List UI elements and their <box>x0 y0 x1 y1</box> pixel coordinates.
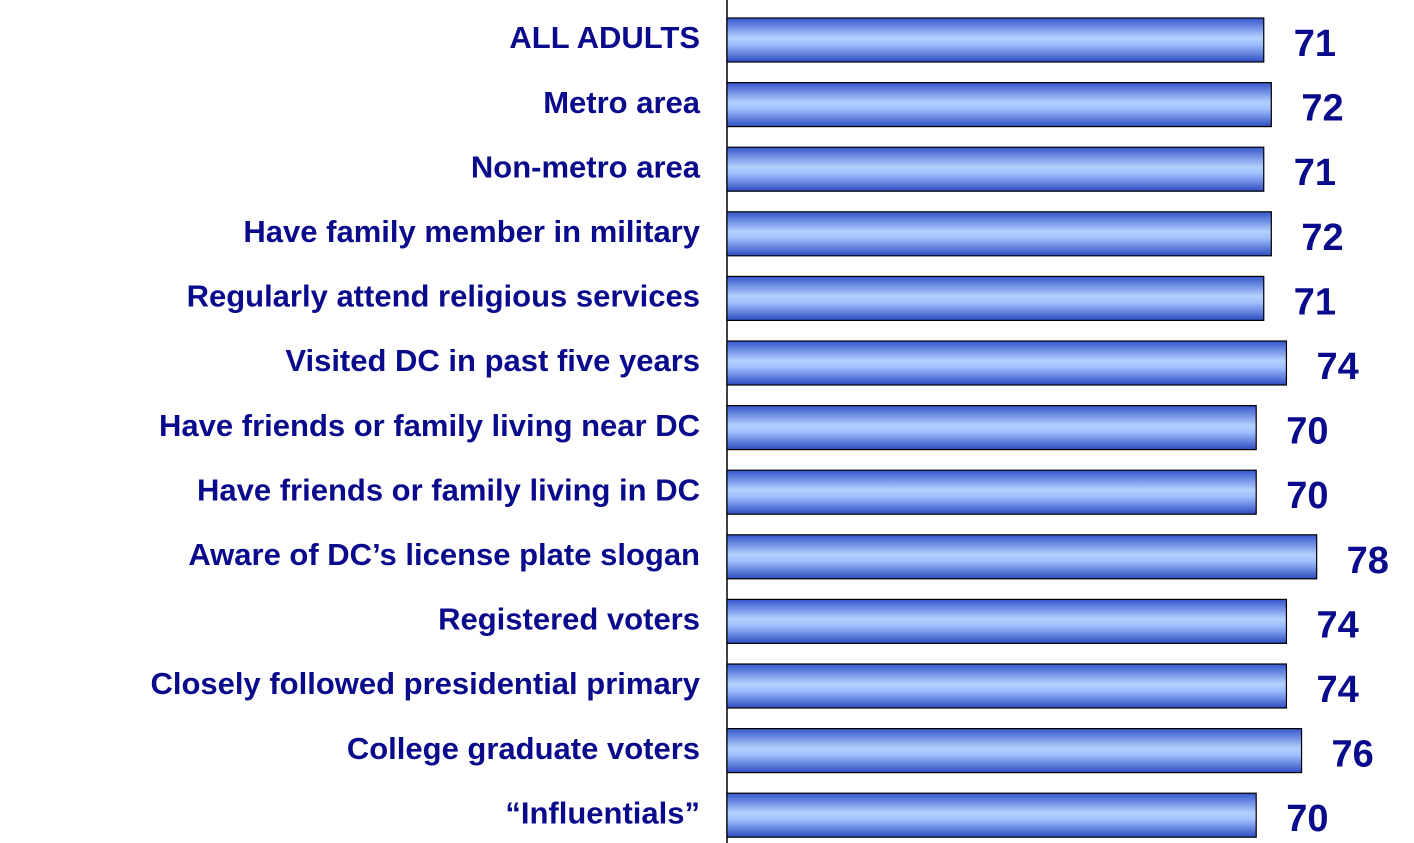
value-label: 74 <box>1316 346 1358 388</box>
category-label: Aware of DC’s license plate slogan <box>188 537 700 572</box>
value-label: 72 <box>1301 217 1343 259</box>
bar <box>726 275 1265 321</box>
value-label: 76 <box>1332 734 1374 776</box>
bar <box>726 81 1272 128</box>
bar <box>726 469 1257 515</box>
value-label: 70 <box>1286 411 1328 453</box>
category-label: Have friends or family living near DC <box>159 408 700 443</box>
category-label: ALL ADULTS <box>509 20 700 55</box>
value-label: 74 <box>1316 604 1358 646</box>
category-label: Regularly attend religious services <box>187 279 700 314</box>
category-label: Closely followed presidential primary <box>150 666 700 701</box>
bar <box>726 663 1288 709</box>
bar <box>726 792 1257 838</box>
category-label: Have friends or family living in DC <box>197 472 700 507</box>
category-label: Have family member in military <box>243 214 700 249</box>
bar <box>726 598 1288 645</box>
value-label: 74 <box>1316 669 1358 711</box>
category-label: Non-metro area <box>471 149 701 184</box>
bar <box>726 534 1318 580</box>
value-label: 71 <box>1294 152 1336 194</box>
bar <box>726 405 1257 451</box>
bar <box>726 727 1303 774</box>
category-label: Visited DC in past five years <box>285 343 700 378</box>
value-label: 72 <box>1301 88 1343 130</box>
category-label: Registered voters <box>438 602 700 637</box>
value-label: 70 <box>1286 798 1328 840</box>
value-label: 71 <box>1294 23 1336 65</box>
bar <box>726 146 1265 192</box>
bar <box>726 211 1272 257</box>
category-label: Metro area <box>543 85 701 120</box>
value-label: 78 <box>1347 540 1389 582</box>
value-label: 70 <box>1286 475 1328 517</box>
category-label: “Influentials” <box>505 795 700 830</box>
bar <box>726 340 1288 386</box>
value-label: 71 <box>1294 281 1336 323</box>
bar <box>726 17 1265 63</box>
category-label: College graduate voters <box>347 731 700 766</box>
